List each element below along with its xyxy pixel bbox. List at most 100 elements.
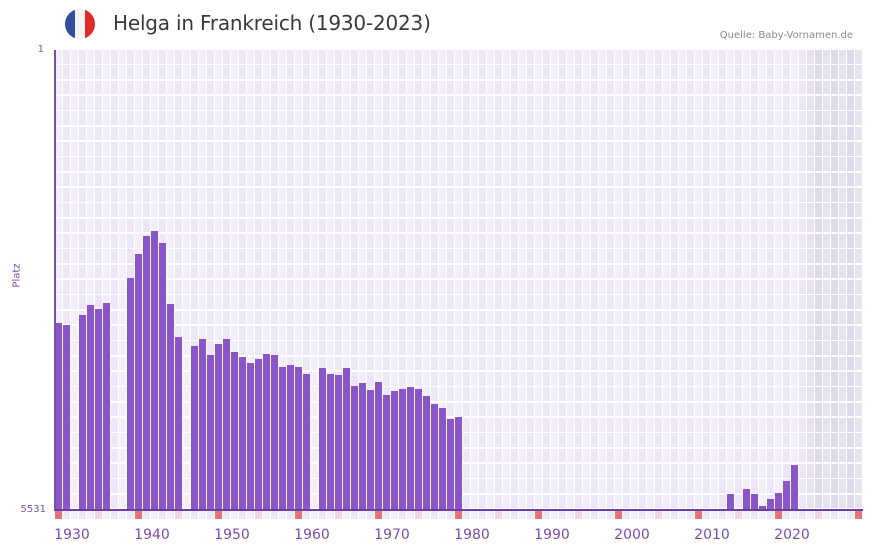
bar-1960[interactable] [295,367,302,510]
grid-cell [527,310,534,325]
bar-1931[interactable] [63,325,70,510]
bar-1957[interactable] [271,355,278,510]
year-marker [527,511,534,519]
bar-1947[interactable] [191,346,198,510]
bar-1961[interactable] [303,374,310,510]
bar-1967[interactable] [351,386,358,510]
grid-cell [383,141,390,156]
bar-1976[interactable] [423,396,430,510]
bar-1953[interactable] [239,357,246,510]
grid-cell [199,80,206,95]
grid-cell [487,187,494,202]
grid-cell [295,295,302,310]
grid-cell [503,325,510,340]
grid-cell [807,111,814,126]
grid-cell [255,249,262,264]
bar-1945[interactable] [175,337,182,510]
grid-cell [143,141,150,156]
grid-cell [247,310,254,325]
bar-1977[interactable] [431,404,438,510]
grid-cell [351,310,358,325]
bar-1940[interactable] [135,254,142,510]
bar-1971[interactable] [383,395,390,510]
bar-2014[interactable] [727,494,734,510]
grid-cell [503,417,510,432]
bar-2018[interactable] [759,506,766,510]
bar-1955[interactable] [255,359,262,510]
grid-cell [455,402,462,417]
bar-1973[interactable] [399,389,406,510]
bar-1970[interactable] [375,382,382,510]
grid-cell [799,249,806,264]
grid-cell [599,218,606,233]
grid-cell [271,65,278,80]
bar-1942[interactable] [151,231,158,510]
bar-2019[interactable] [767,499,774,510]
grid-cell [703,279,710,294]
bar-2022[interactable] [791,465,798,510]
bar-1954[interactable] [247,363,254,510]
grid-cell [375,80,382,95]
bar-1951[interactable] [223,339,230,510]
bar-1934[interactable] [87,305,94,510]
grid-cell [607,463,614,478]
bar-2016[interactable] [743,489,750,510]
bar-1959[interactable] [287,365,294,510]
bar-1948[interactable] [199,339,206,510]
bar-1939[interactable] [127,278,134,510]
grid-cell [311,295,318,310]
bar-1974[interactable] [407,387,414,510]
bar-2017[interactable] [751,494,758,510]
bar-2021[interactable] [783,481,790,510]
bar-1964[interactable] [327,374,334,510]
grid-cell [247,65,254,80]
bar-1949[interactable] [207,355,214,510]
bar-1935[interactable] [95,309,102,510]
bar-1944[interactable] [167,304,174,510]
grid-cell [655,172,662,187]
decade-marker [295,511,302,519]
bar-1980[interactable] [455,417,462,510]
source-link[interactable]: Quelle: Baby-Vornamen.de [719,30,853,41]
grid-cell [767,157,774,172]
grid-cell [751,233,758,248]
year-marker [303,511,310,519]
bar-1966[interactable] [343,368,350,510]
grid-cell [503,172,510,187]
grid-cell [327,50,334,64]
grid-cell [247,218,254,233]
grid-cell [543,126,550,141]
bar-1969[interactable] [367,390,374,510]
bar-1943[interactable] [159,243,166,510]
bar-1956[interactable] [263,354,270,510]
half-decade-marker [495,511,502,519]
grid-cell [655,111,662,126]
grid-cell [831,203,838,218]
bar-1972[interactable] [391,391,398,510]
bar-1968[interactable] [359,383,366,510]
grid-cell [583,402,590,417]
bar-1930[interactable] [55,323,62,510]
grid-cell [639,157,646,172]
bar-1952[interactable] [231,352,238,510]
bar-1975[interactable] [415,389,422,510]
bar-1958[interactable] [279,367,286,510]
grid-cell [303,126,310,141]
bar-1979[interactable] [447,419,454,510]
bar-1933[interactable] [79,315,86,510]
grid-cell [535,417,542,432]
grid-cell [423,218,430,233]
grid-cell [63,80,70,95]
bar-1941[interactable] [143,236,150,510]
bar-1950[interactable] [215,344,222,510]
grid-cell [519,157,526,172]
grid-cell [655,295,662,310]
bar-2020[interactable] [775,493,782,510]
grid-cell [71,233,78,248]
bar-1963[interactable] [319,368,326,510]
grid-cell [327,341,334,356]
bar-1978[interactable] [439,408,446,510]
grid-cell [439,325,446,340]
bar-1965[interactable] [335,375,342,510]
bar-1936[interactable] [103,303,110,510]
